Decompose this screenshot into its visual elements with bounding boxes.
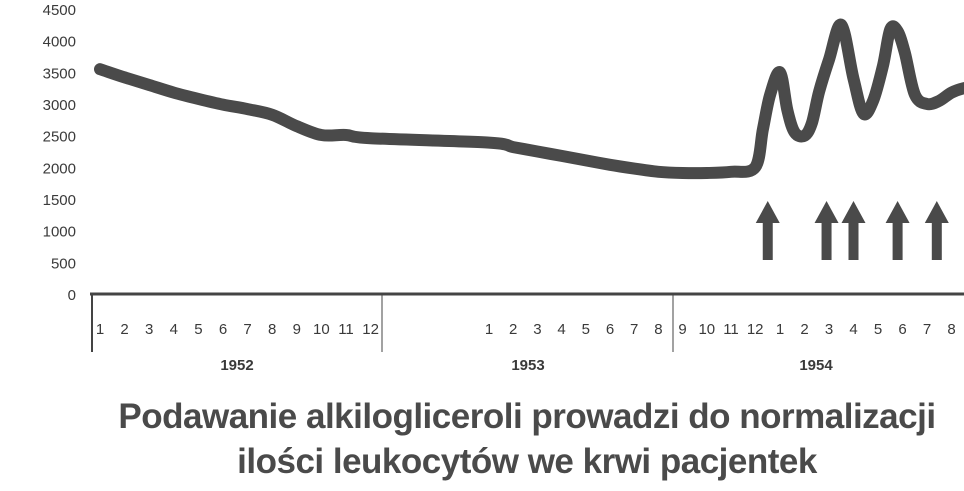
- month-label: 2: [120, 321, 128, 338]
- up-arrow-icon: [885, 201, 910, 260]
- caption: Podawanie alkiloglicerolі prowadzi do no…: [90, 394, 964, 484]
- month-label: 6: [219, 321, 227, 338]
- y-axis-ticks: 0 500 1000 1500 2000 2500 3000 3500 4000 4500: [43, 2, 76, 304]
- month-label: 8: [947, 321, 955, 338]
- month-label: 5: [582, 321, 590, 338]
- month-label: 3: [145, 321, 153, 338]
- y-tick-label: 4000: [43, 34, 76, 51]
- year-label: 1953: [511, 357, 544, 374]
- y-tick-label: 2500: [43, 129, 76, 146]
- up-arrow-icon: [841, 201, 866, 260]
- caption-line-2: ilości leukocytów we krwi pacjentek: [237, 442, 817, 481]
- month-label: 9: [678, 321, 686, 338]
- x-axis: [90, 292, 964, 352]
- treatment-arrows: [755, 201, 949, 260]
- y-tick-label: 2000: [43, 160, 76, 177]
- month-label: 4: [849, 321, 857, 338]
- caption-line-1: Podawanie alkiloglicerolі prowadzi do no…: [118, 397, 936, 436]
- month-label: 7: [243, 321, 251, 338]
- month-label: 5: [194, 321, 202, 338]
- up-arrow-icon: [814, 201, 839, 260]
- year-labels: 1952 1953 1954: [220, 357, 833, 374]
- month-label: 6: [606, 321, 614, 338]
- y-tick-label: 500: [51, 255, 76, 272]
- month-label: 2: [800, 321, 808, 338]
- month-label: 10: [698, 321, 715, 338]
- y-tick-label: 3500: [43, 65, 76, 82]
- month-label: 11: [723, 321, 739, 338]
- year-label: 1952: [220, 357, 253, 374]
- month-label: 8: [268, 321, 276, 338]
- y-tick-label: 1000: [43, 224, 76, 241]
- series-layer: [94, 18, 964, 180]
- month-label: 10: [313, 321, 330, 338]
- y-tick-label: 4500: [43, 2, 76, 19]
- year-label: 1954: [799, 357, 833, 374]
- month-label: 1: [96, 321, 104, 338]
- month-label: 9: [293, 321, 301, 338]
- month-label: 1: [485, 321, 493, 338]
- month-labels: 1234567891011121234567891011121234567891…: [96, 321, 956, 338]
- y-tick-label: 1500: [43, 192, 76, 209]
- month-label: 8: [654, 321, 662, 338]
- y-tick-label: 0: [68, 287, 76, 304]
- month-label: 1: [776, 321, 784, 338]
- up-arrow-icon: [924, 201, 949, 260]
- y-tick-label: 3000: [43, 97, 76, 114]
- month-label: 12: [362, 321, 379, 338]
- month-label: 2: [509, 321, 517, 338]
- month-label: 4: [170, 321, 178, 338]
- month-label: 6: [898, 321, 906, 338]
- month-label: 12: [747, 321, 764, 338]
- month-label: 5: [874, 321, 882, 338]
- month-label: 7: [630, 321, 638, 338]
- month-label: 7: [923, 321, 931, 338]
- month-label: 3: [825, 321, 833, 338]
- month-label: 4: [557, 321, 565, 338]
- series-line: [94, 18, 964, 180]
- month-label: 3: [533, 321, 541, 338]
- up-arrow-icon: [755, 201, 780, 260]
- month-label: 11: [338, 321, 354, 338]
